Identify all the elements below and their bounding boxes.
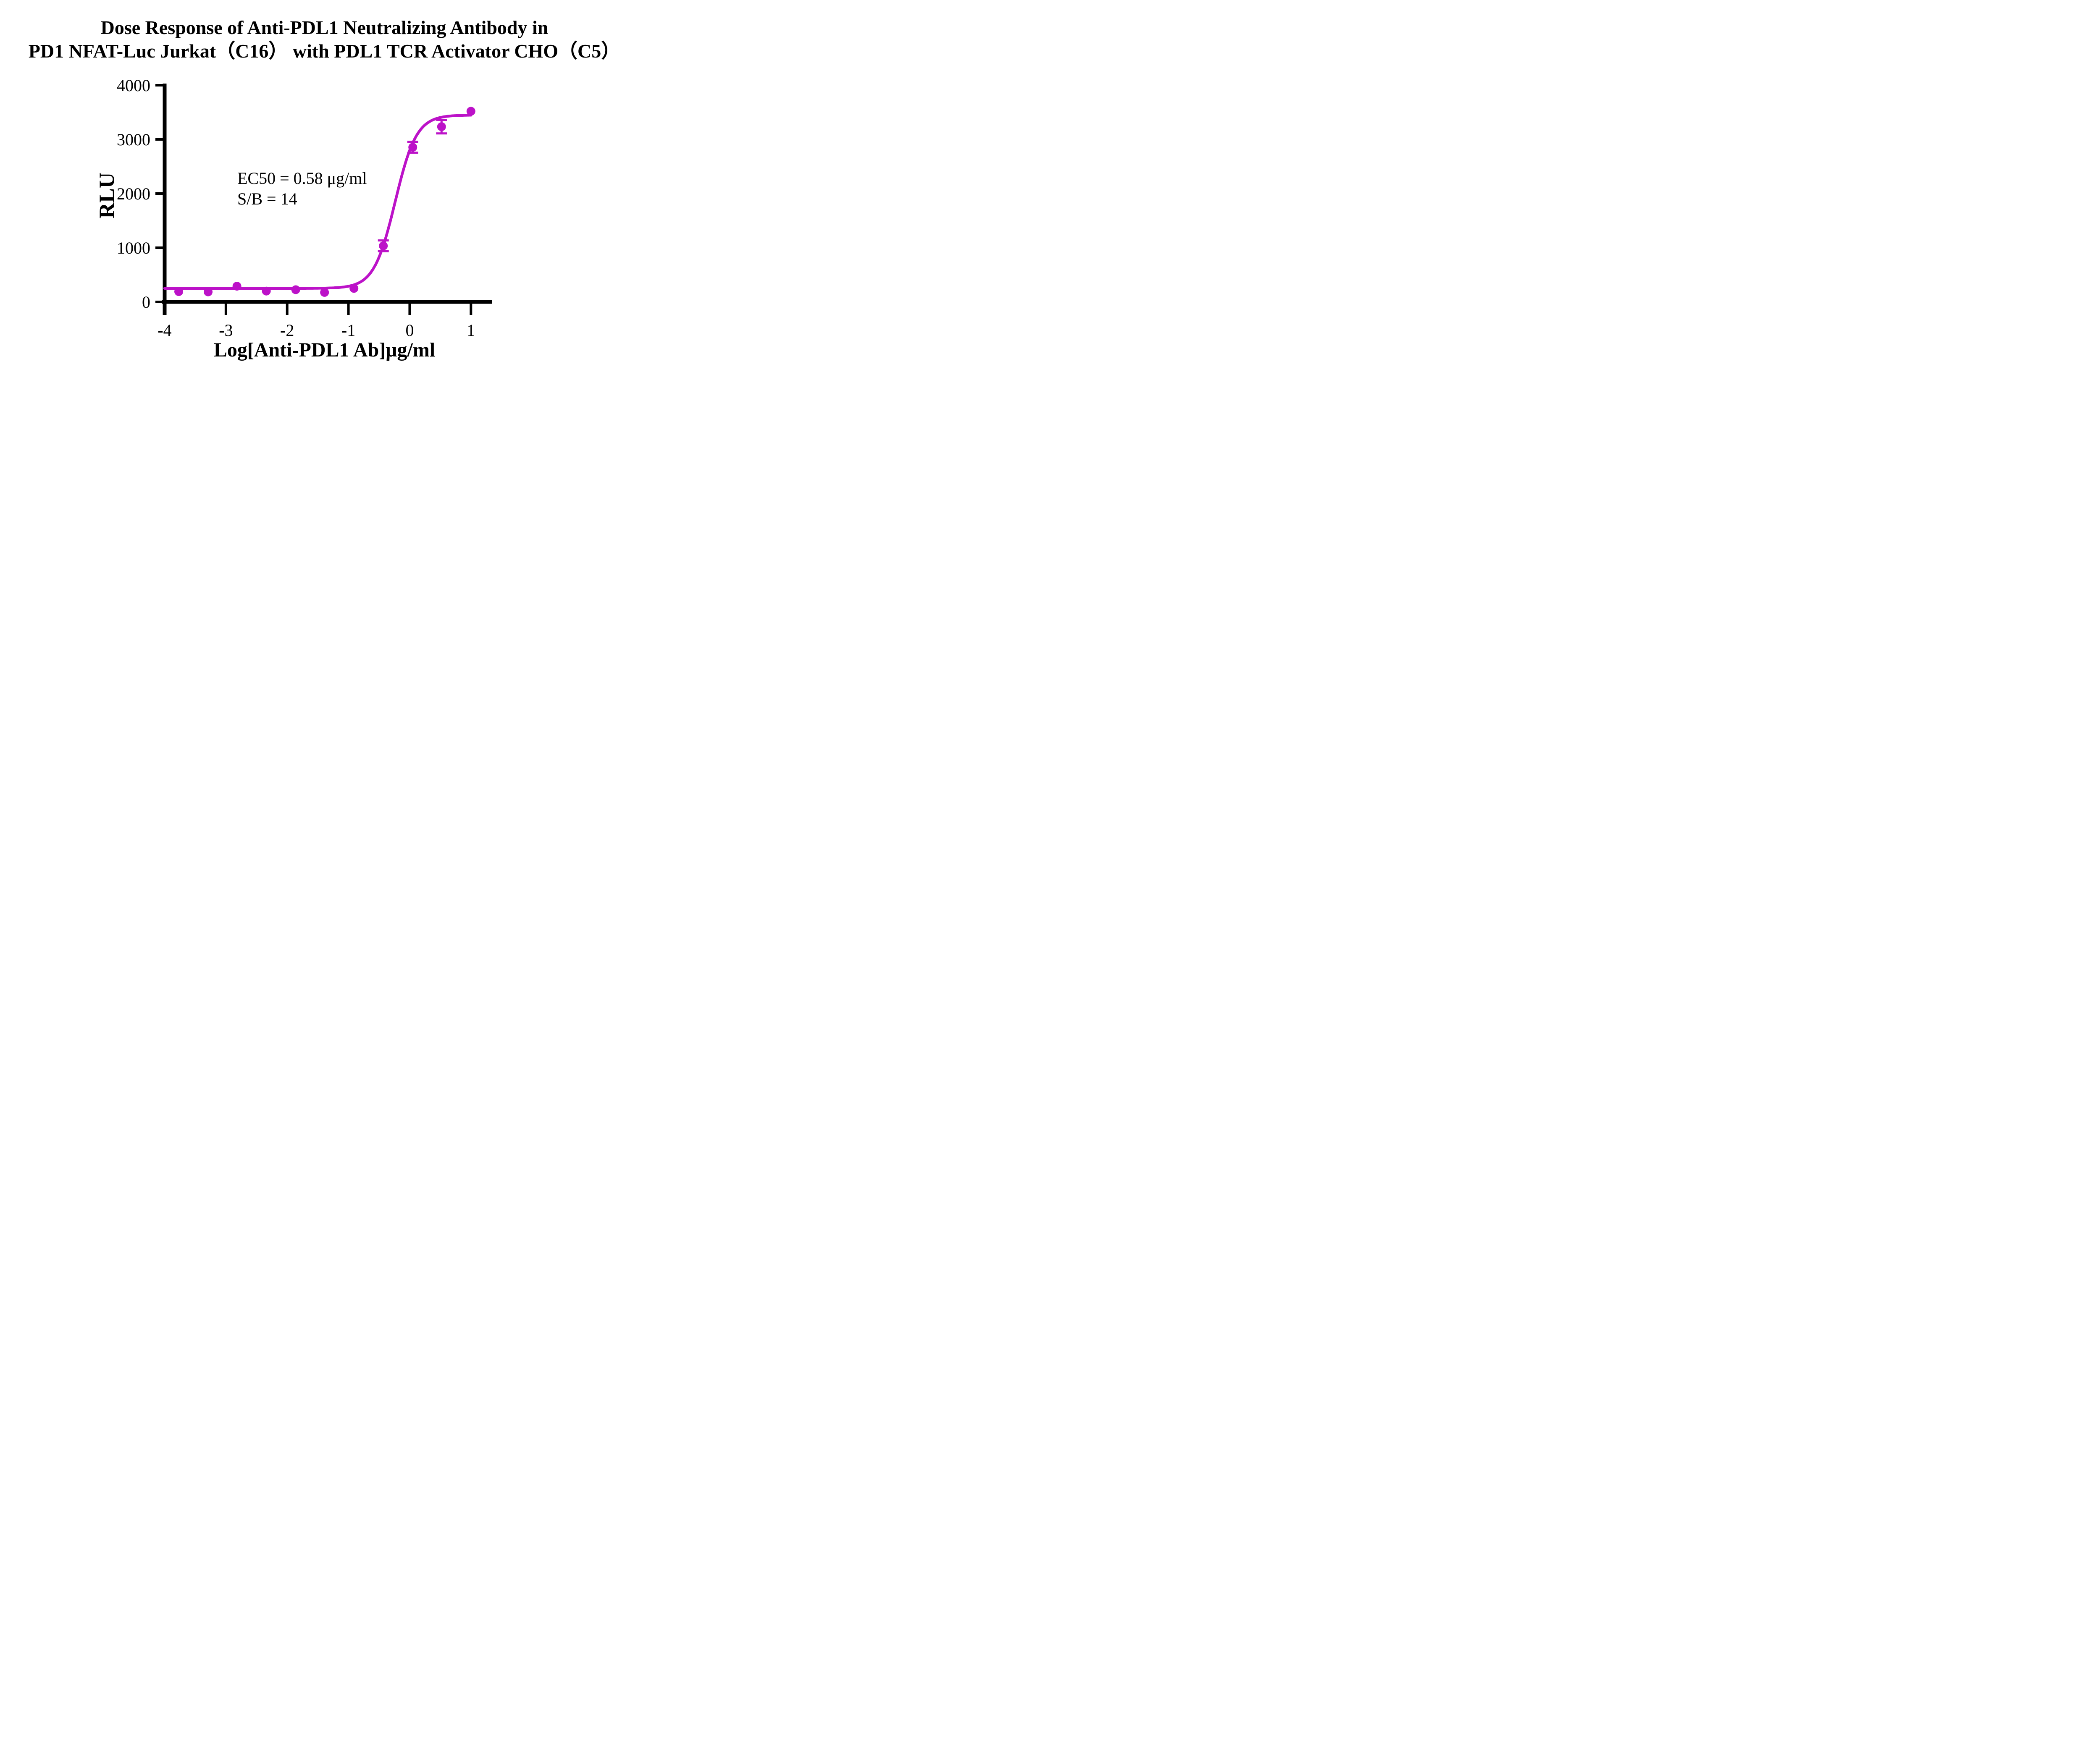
x-tick-label: -3 bbox=[219, 321, 233, 340]
chart-title: Dose Response of Anti-PDL1 Neutralizing … bbox=[0, 16, 649, 63]
y-tick-label: 3000 bbox=[117, 130, 150, 149]
x-axis-title: Log[Anti-PDL1 Ab]μg/ml bbox=[213, 339, 436, 361]
data-point bbox=[204, 287, 213, 296]
y-tick-label: 1000 bbox=[117, 238, 150, 257]
fit-annotation: EC50 = 0.58 μg/ml S/B = 14 bbox=[237, 168, 367, 209]
y-tick-label: 0 bbox=[142, 293, 150, 312]
plot-area: -4 -3 -2 -1 0 1 0 1000 2000 3000 4000 bbox=[117, 76, 492, 340]
data-point bbox=[408, 143, 417, 152]
data-point bbox=[262, 286, 271, 296]
data-point bbox=[174, 287, 184, 296]
x-tick-label: -1 bbox=[341, 321, 355, 340]
data-point bbox=[291, 285, 300, 294]
x-tick-label: 1 bbox=[467, 321, 475, 340]
data-point bbox=[232, 282, 242, 291]
data-point bbox=[320, 288, 329, 297]
x-tick-label: -2 bbox=[280, 321, 294, 340]
chart-title-line-1: Dose Response of Anti-PDL1 Neutralizing … bbox=[100, 17, 549, 38]
x-tick-label: 0 bbox=[405, 321, 414, 340]
figure-canvas: Dose Response of Anti-PDL1 Neutralizing … bbox=[0, 0, 649, 374]
y-tick-label: 4000 bbox=[117, 76, 150, 95]
data-point bbox=[466, 107, 475, 116]
x-tick-label: -4 bbox=[158, 321, 171, 340]
data-point bbox=[379, 241, 388, 250]
signal-to-background-annotation: S/B = 14 bbox=[237, 189, 297, 208]
data-point bbox=[349, 284, 359, 293]
ec50-annotation: EC50 = 0.58 μg/ml bbox=[237, 169, 367, 188]
chart-title-line-2: PD1 NFAT-Luc Jurkat（C16） with PDL1 TCR A… bbox=[28, 40, 621, 62]
fit-curve bbox=[163, 114, 472, 290]
y-tick-label: 2000 bbox=[117, 184, 150, 203]
data-point bbox=[437, 122, 446, 131]
